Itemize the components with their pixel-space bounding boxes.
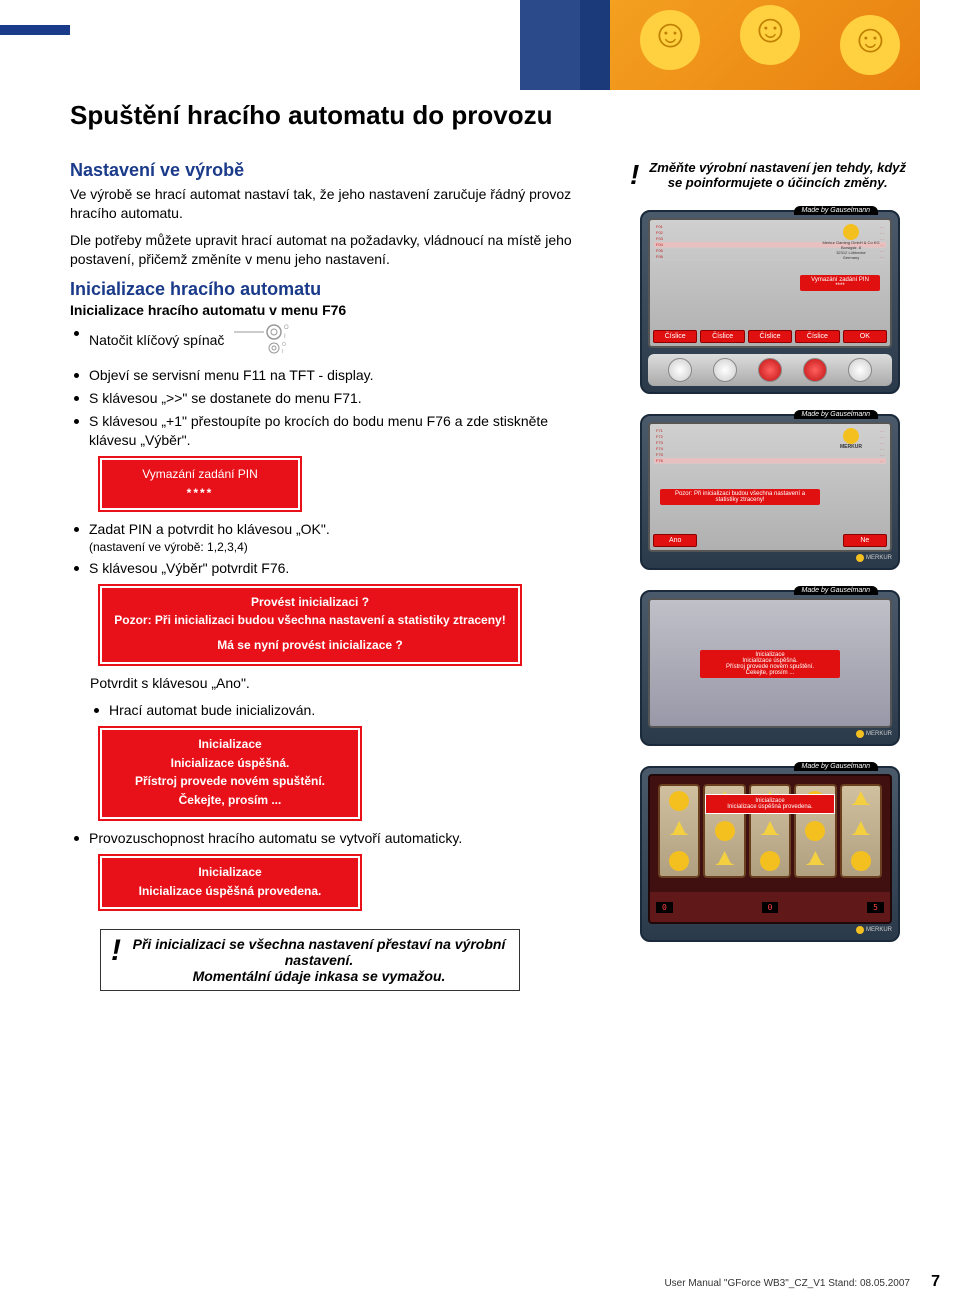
bottom-note-l1: Při inicializaci se všechna nastavení př… bbox=[129, 936, 509, 968]
bullet-keyswitch: Natočit klíčový spínač O I O I bbox=[70, 324, 590, 359]
svg-text:O: O bbox=[282, 342, 286, 348]
btn-ne: Ne bbox=[843, 534, 887, 547]
device-screenshot-2: Made by Gauselmann MERKUR F71… F72… F73…… bbox=[640, 414, 900, 570]
bullet-vyber: S klávesou „Výběr" potvrdit F76. bbox=[70, 559, 590, 578]
rb3-l3: Přístroj provede novém spuštění. bbox=[112, 773, 348, 790]
redbox-pin-title: Vymazání zadání PIN bbox=[112, 466, 288, 483]
rb3-l4: Čekejte, prosím ... bbox=[112, 792, 348, 809]
btn-cislice-3: Číslice bbox=[748, 330, 792, 343]
bullet-auto: Provozuschopnost hracího automatu se vyt… bbox=[70, 829, 590, 848]
bottom-note-l2: Momentální údaje inkasa se vymažou. bbox=[129, 968, 509, 984]
warning-icon: ! bbox=[630, 161, 639, 189]
merkur-label: MERKUR bbox=[866, 555, 892, 561]
btn-ano: Ano bbox=[653, 534, 697, 547]
section2-title: Inicializace hracího automatu bbox=[70, 279, 590, 300]
counter-mid: 0 bbox=[762, 902, 779, 913]
device-tag: Made by Gauselmann bbox=[794, 410, 878, 419]
bullet-f71: S klávesou „>>" se dostanete do menu F71… bbox=[70, 389, 590, 408]
device-tag: Made by Gauselmann bbox=[794, 206, 878, 215]
right-column: ! Změňte výrobní nastavení jen tehdy, kd… bbox=[630, 160, 910, 962]
svg-text:I: I bbox=[284, 334, 286, 340]
redbox-ic-l2: Pozor: Při inicializaci budou všechna na… bbox=[112, 612, 508, 629]
device2-screen: MERKUR F71… F72… F73… F74… F75… F76… Poz… bbox=[648, 422, 892, 552]
redbox-ic-l3: Má se nyní provést inicializace ? bbox=[112, 637, 508, 654]
section1-p2: Dle potřeby můžete upravit hrací automat… bbox=[70, 231, 590, 269]
footer: User Manual "GForce WB3"_CZ_V1 Stand: 08… bbox=[664, 1278, 910, 1289]
key-switch-icon: O I O I bbox=[234, 324, 304, 359]
section2-sub: Inicializace hracího automatu v menu F76 bbox=[70, 302, 590, 318]
rb4-l1: Inicializace bbox=[112, 864, 348, 881]
counter-right: 5 bbox=[867, 902, 884, 913]
device-screenshot-3: Made by Gauselmann Inicializace Iniciali… bbox=[640, 590, 900, 746]
device-tag: Made by Gauselmann bbox=[794, 586, 878, 595]
btn-ok: OK bbox=[843, 330, 887, 343]
device1-screen: Merkur Gaming GmbH & Co KG Borsigstr. 8 … bbox=[648, 218, 892, 348]
slot-init-badge: Inicializace Inicializace úspěšná proved… bbox=[705, 794, 835, 814]
bullet-init: Hrací automat bude inicializován. bbox=[90, 701, 590, 720]
bullet-f76: S klávesou „+1" přestoupíte po krocích d… bbox=[70, 412, 590, 450]
svg-text:I: I bbox=[282, 349, 283, 354]
page-title: Spuštění hracího automatu do provozu bbox=[70, 100, 552, 131]
rb4-l2: Inicializace úspěšná provedena. bbox=[112, 883, 348, 900]
device-screenshot-4: Made by Gauselmann Inicializace Iniciali… bbox=[640, 766, 900, 942]
merkur-logo: Merkur Gaming GmbH & Co KG Borsigstr. 8 … bbox=[816, 224, 886, 260]
device-tag: Made by Gauselmann bbox=[794, 762, 878, 771]
redbox-pin-stars: **** bbox=[112, 485, 288, 502]
btn-cislice-4: Číslice bbox=[795, 330, 839, 343]
main-content: Nastavení ve výrobě Ve výrobě se hrací a… bbox=[70, 160, 590, 991]
merkur-label: MERKUR bbox=[866, 731, 892, 737]
pin-badge: Vymazání zadání PIN **** bbox=[800, 275, 880, 291]
redbox-init-done: Inicializace Inicializace úspěšná proved… bbox=[100, 856, 360, 910]
redbox-init-wait: Inicializace Inicializace úspěšná. Příst… bbox=[100, 728, 360, 819]
section1-title: Nastavení ve výrobě bbox=[70, 160, 590, 181]
warning-icon: ! bbox=[111, 936, 121, 966]
rb3-l1: Inicializace bbox=[112, 736, 348, 753]
bullet-keyswitch-text: Natočit klíčový spínač bbox=[89, 332, 224, 348]
redbox-init-confirm: Provést inicializaci ? Pozor: Při inicia… bbox=[100, 586, 520, 664]
device3-screen: Inicializace Inicializace úspěšná. Příst… bbox=[648, 598, 892, 728]
physical-buttons bbox=[648, 354, 892, 386]
bullet-f11: Objeví se servisní menu F11 na TFT - dis… bbox=[70, 366, 590, 385]
merkur-logo: MERKUR bbox=[816, 428, 886, 450]
bottom-note: ! Při inicializaci se všechna nastavení … bbox=[100, 929, 520, 991]
counter-left: 0 bbox=[656, 902, 673, 913]
redbox-pin: Vymazání zadání PIN **** bbox=[100, 458, 300, 510]
redbox-ic-l1: Provést inicializaci ? bbox=[112, 594, 508, 611]
init-wait-badge: Inicializace Inicializace úspěšná. Příst… bbox=[700, 650, 840, 678]
bullet-pin-ok: Zadat PIN a potvrdit ho klávesou „OK". (… bbox=[70, 520, 590, 555]
page-number: 7 bbox=[931, 1273, 940, 1291]
btn-cislice-1: Číslice bbox=[653, 330, 697, 343]
device4-screen: Inicializace Inicializace úspěšná proved… bbox=[648, 774, 892, 924]
right-note-text: Změňte výrobní nastavení jen tehdy, když… bbox=[645, 160, 910, 190]
svg-text:O: O bbox=[284, 325, 289, 331]
btn-cislice-2: Číslice bbox=[700, 330, 744, 343]
rb3-l2: Inicializace úspěšná. bbox=[112, 755, 348, 772]
device-screenshot-1: Made by Gauselmann Merkur Gaming GmbH & … bbox=[640, 210, 900, 394]
merkur-label: MERKUR bbox=[866, 927, 892, 933]
right-note: ! Změňte výrobní nastavení jen tehdy, kd… bbox=[630, 160, 910, 190]
bullet-ano: Potvrdit s klávesou „Ano". bbox=[90, 674, 590, 693]
banner bbox=[520, 0, 960, 90]
warn-badge: Pozor: Při inicializaci budou všechna na… bbox=[660, 489, 820, 505]
top-bar bbox=[0, 25, 70, 35]
section1-p1: Ve výrobě se hrací automat nastaví tak, … bbox=[70, 185, 590, 223]
